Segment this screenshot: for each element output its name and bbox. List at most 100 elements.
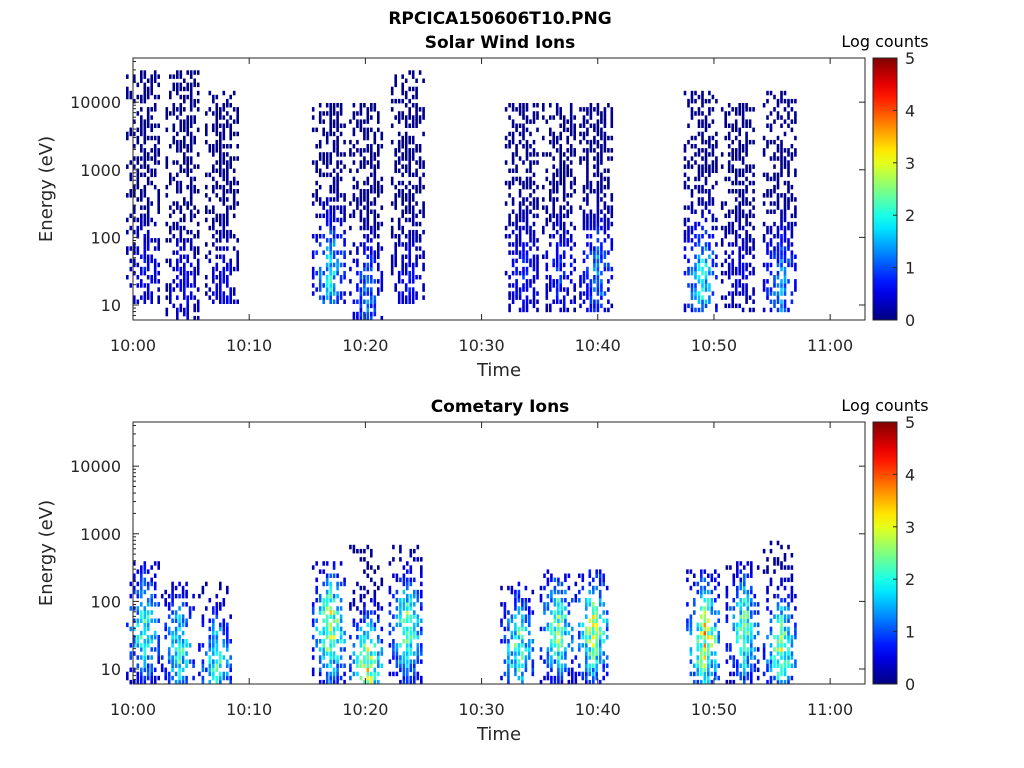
spectrogram-cell xyxy=(329,238,332,243)
spectrogram-cell xyxy=(420,618,423,623)
spectrogram-cell xyxy=(136,606,140,611)
spectrogram-cell xyxy=(153,275,157,280)
spectrogram-cell xyxy=(388,630,392,636)
spectrogram-cell xyxy=(603,238,607,243)
spectrogram-cell xyxy=(532,295,536,300)
spectrogram-cell xyxy=(229,614,232,619)
spectrogram-cell xyxy=(179,180,183,186)
spectrogram-cell xyxy=(146,634,150,640)
spectrogram-cell xyxy=(366,610,370,615)
spectrogram-cell xyxy=(762,569,766,574)
spectrogram-cell xyxy=(773,250,776,255)
spectrogram-cell xyxy=(373,598,377,603)
spectrogram-cell xyxy=(411,234,415,239)
spectrogram-cell xyxy=(183,270,186,276)
spectrogram-cell xyxy=(409,593,413,599)
spectrogram-cell xyxy=(794,172,797,178)
spectrogram-cell xyxy=(542,205,545,210)
y-tick-label: 1000 xyxy=(80,525,121,544)
spectrogram-cell xyxy=(226,144,229,149)
spectrogram-cell xyxy=(392,557,395,562)
spectrogram-cell xyxy=(366,148,370,153)
spectrogram-cell xyxy=(560,639,564,644)
spectrogram-cell xyxy=(769,618,773,623)
spectrogram-cell xyxy=(503,659,507,664)
spectrogram-cell xyxy=(395,647,399,652)
spectrogram-cell xyxy=(157,651,160,656)
spectrogram-cell xyxy=(569,119,573,124)
spectrogram-cell xyxy=(714,598,717,603)
x-tick-label: 11:00 xyxy=(807,700,853,719)
spectrogram-cell xyxy=(356,168,359,173)
spectrogram-cell xyxy=(521,675,524,681)
spectrogram-cell xyxy=(743,602,746,607)
spectrogram-cell xyxy=(150,78,153,83)
spectrogram-cell xyxy=(794,209,797,214)
spectrogram-cell xyxy=(212,610,215,615)
spectrogram-cell xyxy=(596,307,600,313)
spectrogram-cell xyxy=(593,127,596,133)
spectrogram-cell xyxy=(401,180,404,186)
spectrogram-cell xyxy=(724,225,727,231)
spectrogram-cell xyxy=(708,234,711,239)
spectrogram-cell xyxy=(183,94,186,100)
spectrogram-cell xyxy=(528,651,531,656)
spectrogram-cell xyxy=(189,98,193,104)
spectrogram-cell xyxy=(229,258,232,264)
spectrogram-cell xyxy=(783,164,787,169)
spectrogram-cell xyxy=(562,127,566,133)
spectrogram-cell xyxy=(143,213,147,219)
spectrogram-cell xyxy=(700,659,703,664)
spectrogram-cell xyxy=(153,123,157,128)
spectrogram-cell xyxy=(411,86,415,92)
spectrogram-cell xyxy=(600,131,603,137)
spectrogram-cell xyxy=(511,242,515,247)
spectrogram-cell xyxy=(315,577,318,583)
spectrogram-cell xyxy=(773,634,776,640)
spectrogram-cell xyxy=(189,180,193,186)
spectrogram-cell xyxy=(592,614,595,619)
spectrogram-cell xyxy=(219,184,222,190)
spectrogram-cell xyxy=(511,168,515,173)
spectrogram-cell xyxy=(507,651,510,656)
spectrogram-cell xyxy=(790,221,794,227)
spectrogram-cell xyxy=(573,283,576,288)
spectrogram-cell xyxy=(196,221,200,227)
spectrogram-cell xyxy=(694,135,697,141)
spectrogram-cell xyxy=(136,675,140,681)
spectrogram-cell xyxy=(157,643,160,648)
spectrogram-cell xyxy=(711,217,715,223)
spectrogram-cell xyxy=(232,131,236,137)
spectrogram-cell xyxy=(380,205,384,210)
spectrogram-cell xyxy=(413,659,416,664)
spectrogram-cell xyxy=(352,131,356,137)
spectrogram-cell xyxy=(787,679,790,685)
plot-frame xyxy=(132,57,866,321)
spectrogram-cell xyxy=(377,663,380,668)
spectrogram-cell xyxy=(588,589,592,595)
spectrogram-cell xyxy=(349,602,352,607)
spectrogram-cell xyxy=(222,221,226,227)
spectrogram-cell xyxy=(693,671,696,677)
spectrogram-cell xyxy=(129,193,133,198)
spectrogram-cell xyxy=(315,164,318,169)
spectrogram-cell xyxy=(359,201,363,206)
spectrogram-cell xyxy=(511,262,515,268)
spectrogram-cell xyxy=(592,577,595,583)
spectrogram-cell xyxy=(589,250,593,255)
spectrogram-cell xyxy=(589,279,593,284)
spectrogram-cell xyxy=(500,585,503,591)
spectrogram-cell xyxy=(126,622,129,628)
spectrogram-cell xyxy=(518,123,522,128)
spectrogram-cell xyxy=(696,663,700,668)
spectrogram-cell xyxy=(366,663,370,668)
spectrogram-cell xyxy=(401,152,404,157)
spectrogram-cell xyxy=(738,262,741,268)
spectrogram-cell xyxy=(322,119,325,124)
spectrogram-cell xyxy=(325,152,329,157)
spectrogram-cell xyxy=(589,225,593,231)
spectrogram-cell xyxy=(714,659,717,664)
spectrogram-cell xyxy=(380,647,384,652)
spectrogram-cell xyxy=(397,270,401,276)
spectrogram-cell xyxy=(402,667,406,673)
